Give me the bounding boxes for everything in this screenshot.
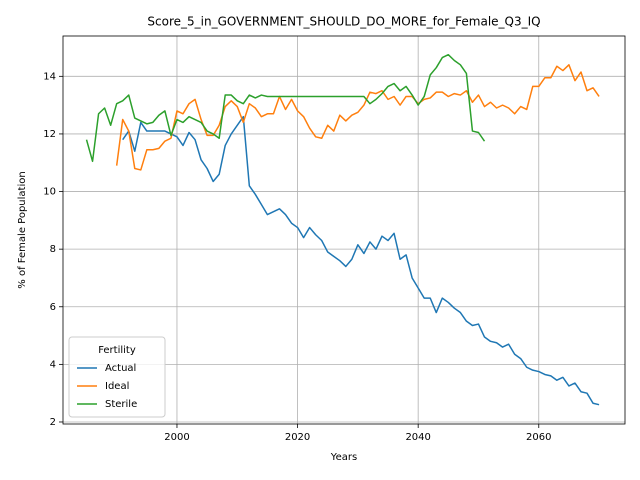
legend-title: Fertility — [98, 345, 136, 356]
legend-label: Actual — [105, 363, 136, 374]
y-tick-label: 8 — [50, 244, 56, 255]
plot-frame — [62, 35, 626, 425]
x-tick-label: 2060 — [526, 432, 551, 443]
legend: Fertility Actual Ideal Sterile — [68, 336, 166, 418]
legend-box — [68, 336, 166, 418]
y-tick-label: 6 — [50, 302, 56, 313]
legend-label: Sterile — [105, 399, 137, 410]
y-axis-label: % of Female Population — [17, 171, 28, 288]
legend-label: Ideal — [105, 381, 129, 392]
x-tick-label: 2020 — [285, 432, 310, 443]
y-tick-label: 12 — [43, 129, 56, 140]
x-axis-label: Years — [330, 452, 357, 463]
y-tick-label: 2 — [50, 417, 56, 428]
x-tick-label: 2040 — [405, 432, 430, 443]
y-tick-label: 4 — [50, 359, 56, 370]
y-tick-label: 14 — [43, 71, 56, 82]
x-tick-label: 2000 — [164, 432, 189, 443]
y-tick-label: 10 — [43, 187, 56, 198]
chart-title: Score_5_in_GOVERNMENT_SHOULD_DO_MORE_for… — [147, 15, 540, 29]
data-line — [115, 64, 600, 171]
data-line — [122, 115, 600, 406]
data-line — [85, 53, 486, 163]
